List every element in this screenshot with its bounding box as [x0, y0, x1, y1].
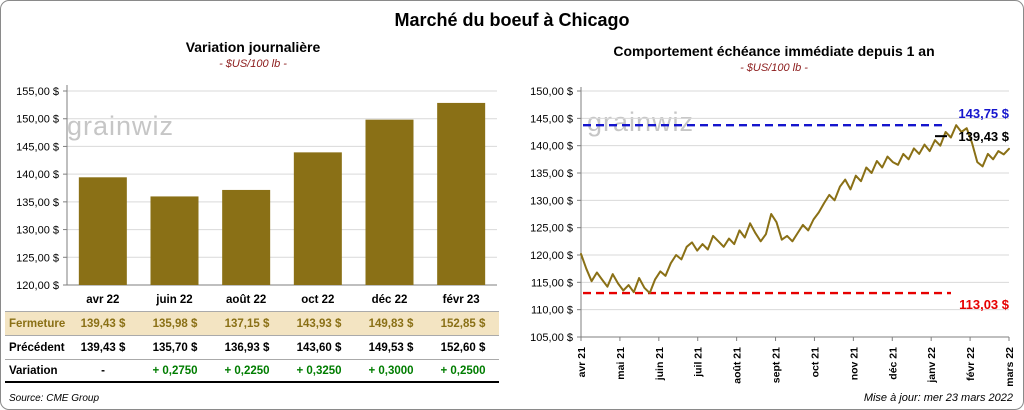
bar-juin 22 [150, 196, 199, 285]
row-label-fermeture: Fermeture [9, 317, 66, 330]
bar-chart: 120,00 $ 125,00 $ 130,00 $ 135,00 $ 140,00 $… [16, 85, 497, 306]
last-label: 139,43 $ [958, 129, 1009, 144]
cell-precedent-4: 149,53 $ [368, 341, 414, 354]
y-tick-label: 130,00 $ [16, 225, 59, 237]
x-category-label: oct 22 [301, 294, 334, 306]
x-month-label: avr 21 [576, 347, 588, 378]
line-chart-title: Comportement échéance immédiate depuis 1… [613, 43, 935, 59]
x-month-label: oct 21 [809, 347, 821, 378]
y-tick-label: 150,00 $ [16, 114, 59, 126]
cell-variation-5: + 0,2500 [440, 364, 486, 377]
y-tick-label: 125,00 $ [16, 252, 59, 264]
y-tick-label: 140,00 $ [530, 141, 573, 153]
cell-variation-1: + 0,2750 [152, 364, 198, 377]
x-category-label: déc 22 [372, 294, 408, 306]
y-tick-label: 145,00 $ [16, 141, 59, 153]
x-month-label: sept 21 [771, 347, 783, 383]
cell-precedent-0: 139,43 $ [80, 341, 126, 354]
x-month-label: juil 21 [693, 347, 705, 378]
x-month-label: janv 22 [926, 347, 938, 384]
x-month-label: févr 22 [965, 347, 977, 381]
cell-precedent-3: 143,60 $ [296, 341, 342, 354]
cell-precedent-2: 136,93 $ [224, 341, 270, 354]
x-month-label: juin 21 [654, 347, 666, 381]
bar-chart-title: Variation journalière [185, 39, 321, 55]
y-tick-label: 120,00 $ [16, 280, 59, 292]
bar-oct 22 [293, 152, 342, 285]
x-month-label: mars 22 [1004, 347, 1016, 387]
y-tick-label: 135,00 $ [530, 168, 573, 180]
x-category-label: févr 23 [443, 294, 480, 306]
cell-variation-2: + 0,2250 [224, 364, 270, 377]
cell-fermeture-4: 149,83 $ [368, 317, 414, 330]
bar-févr 23 [437, 102, 486, 285]
cell-variation-4: + 0,3000 [368, 364, 414, 377]
x-category-label: juin 22 [155, 294, 192, 306]
line-chart: 105,00 $ 110,00 $ 115,00 $ 120,00 $ 125,00 $… [530, 86, 1016, 387]
x-category-label: août 22 [226, 294, 266, 306]
y-tick-label: 125,00 $ [530, 223, 573, 235]
y-tick-label: 120,00 $ [530, 250, 573, 262]
summary-table: Fermeture 139,43 $ 135,98 $ 137,15 $ 143,93 … [5, 311, 499, 383]
cell-variation-3: + 0,3250 [296, 364, 342, 377]
bar-chart-subtitle: - $US/100 lb - [219, 58, 287, 70]
table-row-fermeture: Fermeture 139,43 $ 135,98 $ 137,15 $ 143,93 … [5, 311, 499, 335]
cell-fermeture-0: 139,43 $ [80, 317, 126, 330]
y-tick-label: 115,00 $ [531, 277, 573, 289]
y-tick-label: 145,00 $ [530, 113, 573, 125]
x-month-label: août 21 [732, 347, 744, 384]
y-tick-label: 105,00 $ [530, 332, 573, 344]
cell-fermeture-1: 135,98 $ [152, 317, 198, 330]
y-tick-label: 155,00 $ [16, 86, 59, 98]
x-month-label: mai 21 [615, 347, 627, 380]
x-month-label: déc 21 [887, 347, 899, 380]
bar-avr 22 [78, 177, 127, 285]
price-line [580, 124, 1010, 295]
table-row-variation: Variation - + 0,2750 + 0,2250 + 0,3250 + 0,30… [5, 359, 499, 383]
line-chart-subtitle: - $US/100 lb - [740, 62, 808, 74]
y-tick-label: 140,00 $ [16, 169, 59, 181]
source-note: Source: CME Group [9, 393, 100, 404]
row-label-variation: Variation [9, 364, 58, 377]
cell-precedent-5: 152,60 $ [440, 341, 486, 354]
cell-precedent-1: 135,70 $ [152, 341, 198, 354]
bar-déc 22 [365, 119, 414, 285]
y-tick-label: 130,00 $ [530, 195, 573, 207]
y-tick-label: 110,00 $ [531, 305, 573, 317]
x-category-label: avr 22 [86, 294, 119, 306]
row-label-precedent: Précédent [9, 341, 65, 354]
high-label: 143,75 $ [958, 106, 1009, 121]
cell-fermeture-5: 152,85 $ [440, 317, 486, 330]
updated-note: Mise à jour: mer 23 mars 2022 [863, 392, 1013, 404]
page-title: Marché du boeuf à Chicago [394, 10, 630, 30]
bar-août 22 [222, 189, 271, 285]
table-row-precedent: Précédent 139,43 $ 135,70 $ 136,93 $ 143,60 … [5, 335, 499, 359]
x-month-label: nov 21 [848, 347, 860, 380]
y-tick-label: 135,00 $ [16, 197, 59, 209]
cell-fermeture-2: 137,15 $ [224, 317, 270, 330]
y-tick-label: 150,00 $ [530, 86, 573, 98]
low-label: 113,03 $ [959, 297, 1010, 312]
cell-fermeture-3: 143,93 $ [296, 317, 342, 330]
cell-variation-0: - [101, 364, 105, 377]
